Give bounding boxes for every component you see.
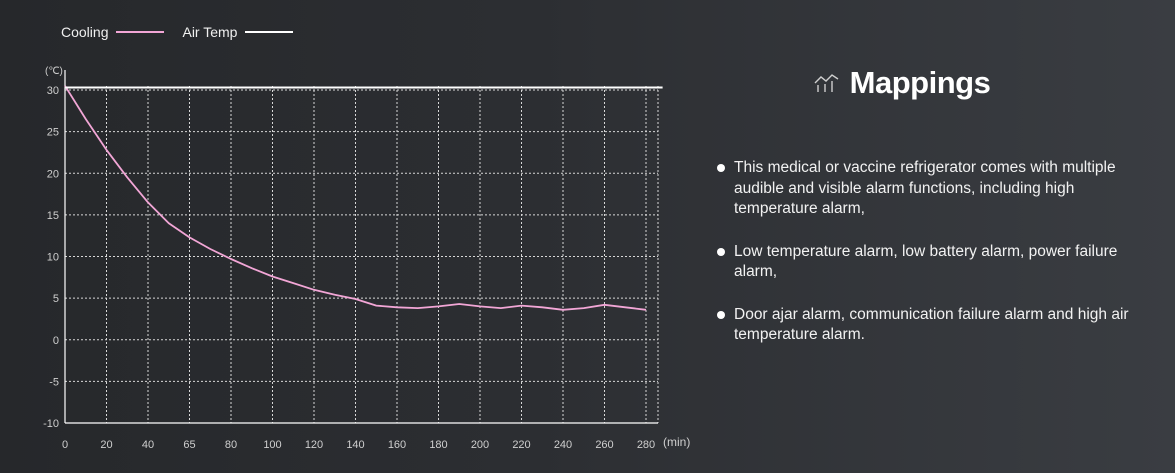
x-tick-label: 220 — [512, 439, 530, 451]
legend-label-cooling: Cooling — [61, 24, 109, 40]
x-tick-label: 65 — [183, 439, 195, 451]
x-tick-label: 240 — [554, 439, 572, 451]
y-tick-label: 20 — [47, 168, 59, 180]
y-tick-label: 25 — [47, 127, 59, 139]
x-tick-label: 160 — [388, 439, 406, 451]
y-tick-label: 5 — [53, 293, 59, 305]
feature-text: Low temperature alarm, low battery alarm… — [734, 242, 1118, 281]
y-unit-label: (℃) — [45, 66, 63, 77]
y-tick-label: 15 — [47, 210, 59, 222]
panel-title: Mappings — [712, 60, 1092, 106]
legend-item-air-temp: Air Temp — [182, 24, 294, 40]
bullet-icon — [717, 310, 725, 319]
legend-swatch-cooling — [116, 31, 165, 33]
y-tick-label: 0 — [53, 335, 59, 347]
y-tick-label: 30 — [47, 85, 59, 97]
x-tick-label: 200 — [471, 439, 489, 451]
feature-item: Door ajar alarm, communication failure a… — [712, 305, 1132, 346]
legend-swatch-air-temp — [245, 31, 294, 33]
y-tick-label: -10 — [43, 418, 59, 430]
legend-label-air-temp: Air Temp — [182, 24, 238, 40]
info-panel: Mappings This medical or vaccine refrige… — [712, 60, 1132, 368]
x-unit-label: (min) — [663, 435, 690, 449]
feature-item: This medical or vaccine refrigerator com… — [712, 158, 1132, 220]
x-tick-label: 280 — [637, 439, 655, 451]
x-tick-label: 0 — [62, 439, 68, 451]
x-tick-label: 100 — [263, 439, 281, 451]
x-tick-label: 120 — [305, 439, 323, 451]
x-tick-label: 260 — [595, 439, 613, 451]
bullet-icon — [717, 164, 725, 172]
bullet-icon — [717, 247, 725, 256]
x-tick-label: 80 — [225, 439, 237, 451]
x-tick-label: 140 — [346, 439, 364, 451]
x-tick-label: 20 — [100, 439, 112, 451]
feature-text: Door ajar alarm, communication failure a… — [734, 305, 1129, 344]
legend-item-cooling: Cooling — [61, 24, 165, 40]
feature-list: This medical or vaccine refrigerator com… — [712, 158, 1132, 346]
x-tick-label: 40 — [142, 439, 154, 451]
x-tick-label: 180 — [429, 439, 447, 451]
feature-item: Low temperature alarm, low battery alarm… — [712, 242, 1132, 283]
feature-text: This medical or vaccine refrigerator com… — [734, 159, 1116, 217]
y-tick-label: 10 — [47, 252, 59, 264]
y-tick-label: -5 — [49, 376, 59, 388]
series-line-cooling — [64, 85, 647, 311]
chart-legend: Cooling Air Temp — [61, 22, 311, 42]
chart-icon — [814, 74, 839, 92]
panel-title-text: Mappings — [849, 65, 991, 100]
